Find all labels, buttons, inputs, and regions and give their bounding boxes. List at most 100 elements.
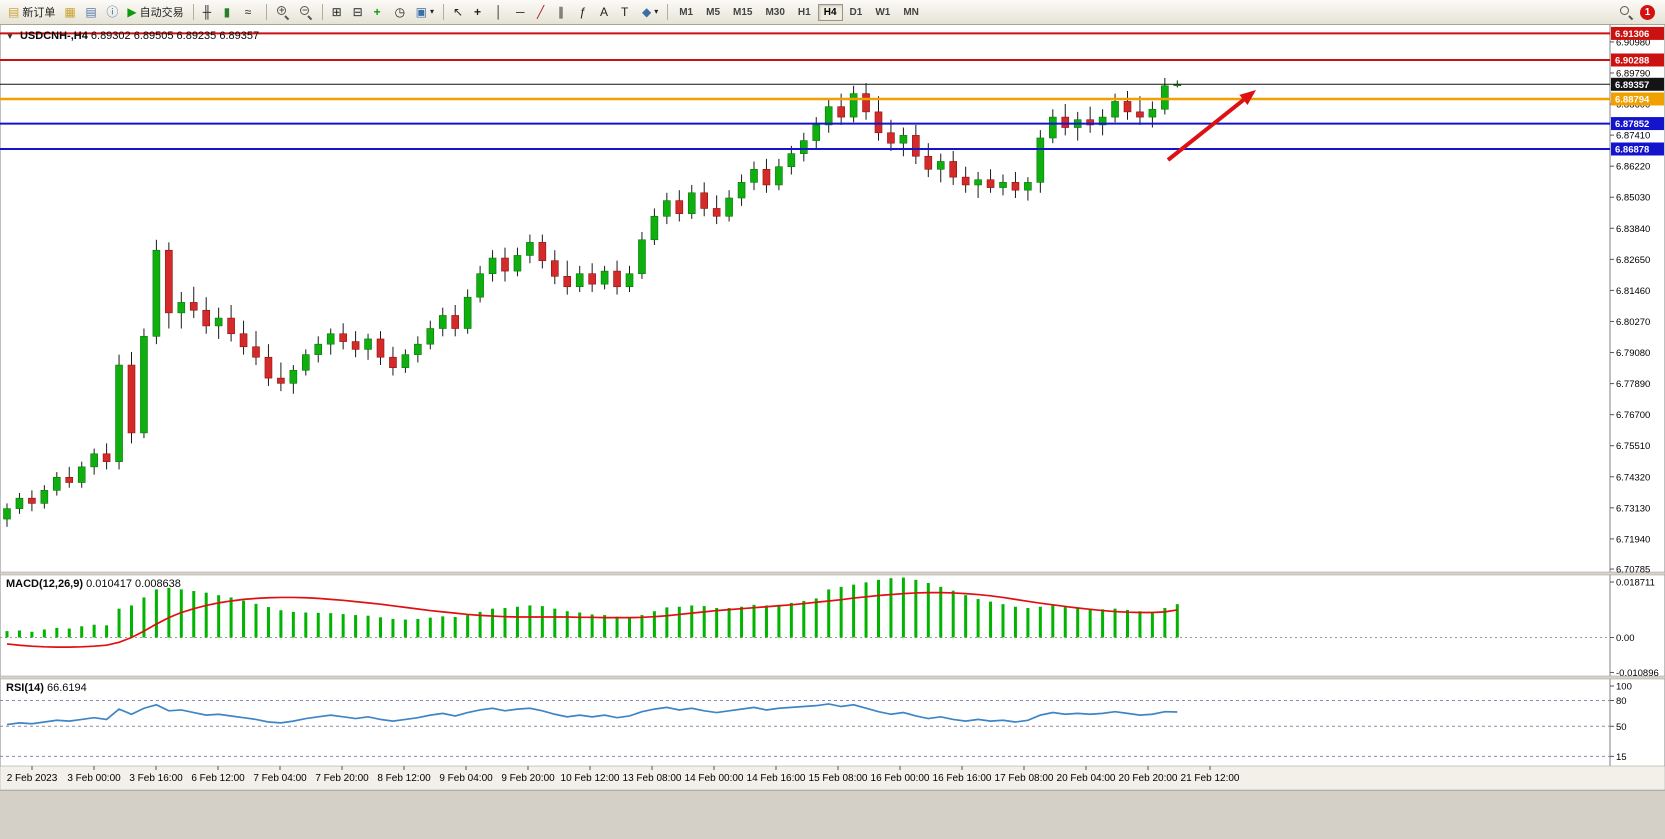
timeframe-m5-button[interactable]: M5 <box>700 4 726 21</box>
template-button[interactable]: ▣ ▾ <box>412 2 438 22</box>
macd-histogram-bar <box>1026 608 1030 638</box>
candle-body <box>936 161 945 170</box>
search-button[interactable] <box>1615 2 1637 22</box>
line-chart-type-button[interactable]: ≈ <box>241 2 261 22</box>
timeframe-mn-button[interactable]: MN <box>897 4 925 21</box>
macd-histogram-bar <box>142 597 146 638</box>
price-level-badge-support <box>1611 142 1664 156</box>
candle-body <box>899 135 908 144</box>
vertical-line-tool-button[interactable]: │ <box>491 2 511 22</box>
bar-chart-type-button[interactable]: ╫ <box>199 2 219 22</box>
candle-body <box>1086 119 1094 126</box>
timeframe-m1-button[interactable]: M1 <box>673 4 699 21</box>
text-tool-button[interactable]: A <box>596 2 616 22</box>
chart-window-button[interactable]: ▦ <box>60 2 80 22</box>
macd-histogram-bar <box>466 615 470 638</box>
timeframe-h4-button[interactable]: H4 <box>817 3 843 21</box>
trend-arrow-head[interactable] <box>1239 90 1256 106</box>
macd-scale-label: 0.00 <box>1616 633 1635 644</box>
zoom-out-icon: − <box>299 5 313 19</box>
macd-histogram-bar <box>789 602 793 638</box>
macd-histogram-bar <box>939 586 943 638</box>
autotrade-button[interactable]: ▶ 自动交易 <box>123 2 187 22</box>
price-level-badge-bid <box>1611 77 1664 91</box>
macd-histogram-bar <box>229 597 233 638</box>
price-tick-label: 6.80270 <box>1616 317 1650 328</box>
macd-histogram-bar <box>727 608 731 638</box>
info-button[interactable]: ⓘ <box>102 2 122 22</box>
crosshair-tool-button[interactable]: + <box>470 2 490 22</box>
price-scale[interactable] <box>1610 26 1665 571</box>
macd-histogram-bar <box>242 600 246 638</box>
profile-icon: ▤ <box>85 5 97 19</box>
macd-histogram-bar <box>1076 607 1080 638</box>
notification-badge[interactable]: 1 <box>1640 4 1655 20</box>
profile-button[interactable]: ▤ <box>81 2 101 22</box>
macd-histogram-bar <box>964 595 968 638</box>
cascade-windows-button[interactable]: ⊟ <box>349 2 369 22</box>
candle-body <box>538 242 547 261</box>
shapes-tool-button[interactable]: ◆ ▾ <box>638 2 662 22</box>
period-clock-button[interactable]: ◷ <box>391 2 411 22</box>
zoom-out-button[interactable]: − <box>295 2 317 22</box>
horizontal-line-tool-button[interactable]: ─ <box>512 2 532 22</box>
price-level-badge-resistance <box>1611 26 1664 40</box>
rsi-panel-separator[interactable] <box>0 675 1665 680</box>
macd-histogram-bar <box>914 579 918 638</box>
channel-icon: ∥ <box>557 5 564 19</box>
time-axis-label: 20 Feb 20:00 <box>1119 773 1178 784</box>
fibonacci-tool-button[interactable]: ƒ <box>575 2 595 22</box>
candle-body <box>476 273 484 298</box>
candle-body <box>912 135 920 157</box>
cursor-tool-button[interactable]: ↖ <box>449 2 469 22</box>
channel-tool-button[interactable]: ∥ <box>554 2 574 22</box>
timeframe-d1-button[interactable]: D1 <box>844 4 869 21</box>
time-axis-label: 16 Feb 00:00 <box>871 773 930 784</box>
trend-arrow-line[interactable] <box>1166 98 1245 162</box>
zoom-in-button[interactable]: + <box>272 2 294 22</box>
timeframe-h1-button[interactable]: H1 <box>792 4 817 21</box>
timeframe-m30-button[interactable]: M30 <box>759 4 790 21</box>
macd-histogram-bar <box>590 614 594 638</box>
shapes-icon: ◆ <box>641 5 652 19</box>
rsi-scale-label: 15 <box>1616 752 1627 763</box>
candle-body <box>339 333 347 342</box>
candle-body <box>1011 182 1020 191</box>
autotrade-label: 自动交易 <box>139 7 184 19</box>
candle-body <box>974 179 982 186</box>
candle-body <box>77 466 86 483</box>
label-tool-button[interactable]: T <box>617 2 637 22</box>
candle-body <box>799 140 808 154</box>
macd-panel-separator[interactable] <box>0 571 1665 576</box>
time-scale[interactable] <box>0 765 1665 791</box>
timeframe-m15-button[interactable]: M15 <box>727 4 758 21</box>
macd-histogram-bar <box>1150 611 1154 638</box>
candle-body <box>775 166 783 186</box>
macd-histogram-bar <box>553 608 557 638</box>
time-axis-label: 16 Feb 16:00 <box>933 773 992 784</box>
candle-body <box>414 343 422 355</box>
candlestick-type-button[interactable]: ▮ <box>220 2 240 22</box>
macd-histogram-bar <box>379 617 382 638</box>
time-axis-label: 6 Feb 12:00 <box>191 773 245 784</box>
candle-body <box>1161 85 1169 110</box>
trendline-tool-button[interactable]: ╱ <box>533 2 553 22</box>
macd-histogram-bar <box>266 607 270 638</box>
new-order-button[interactable]: ▤ 新订单 <box>4 2 59 22</box>
rsi-name: RSI(14) <box>6 682 44 694</box>
macd-histogram-bar <box>67 628 71 638</box>
macd-histogram-bar <box>391 618 395 638</box>
fibonacci-icon: ƒ <box>578 5 586 19</box>
timeframe-w1-button[interactable]: W1 <box>869 4 896 21</box>
candle-body <box>1049 116 1057 139</box>
macd-histogram-bar <box>42 629 46 638</box>
chart-window-icon: ▦ <box>64 5 76 19</box>
macd-histogram-bar <box>715 608 719 638</box>
candle-body <box>28 497 36 504</box>
tile-windows-button[interactable]: ⊞ <box>328 2 348 22</box>
add-indicator-button[interactable]: + <box>370 2 390 22</box>
candle-body <box>812 124 821 141</box>
macd-histogram-bar <box>316 612 320 638</box>
price-level-badge-label: 6.87852 <box>1615 119 1649 130</box>
